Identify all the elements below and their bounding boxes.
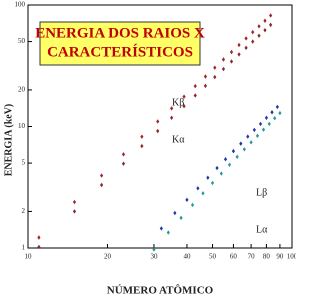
data-point [179, 215, 183, 221]
data-point [257, 33, 261, 38]
data-point [140, 143, 144, 149]
data-point [156, 119, 160, 124]
data-point [229, 49, 234, 55]
data-point [72, 199, 77, 205]
y-tick-label: 100 [15, 1, 26, 9]
data-point [275, 104, 279, 110]
data-point [242, 147, 246, 152]
data-point [244, 45, 248, 51]
x-tick-label: 50 [209, 253, 217, 261]
x-tick-label: 90 [276, 253, 284, 261]
chart-title: ENERGIA DOS RAIOS X [35, 25, 205, 41]
data-point [182, 103, 186, 109]
data-point [140, 134, 144, 139]
data-point [235, 154, 239, 160]
data-point [255, 133, 260, 139]
data-point [237, 42, 241, 48]
data-point [269, 13, 273, 18]
data-point [229, 59, 234, 64]
data-point [263, 27, 267, 33]
x-axis-label: NÚMERO ATÔMICO [107, 284, 214, 297]
data-point [244, 36, 248, 41]
series-label: Lα [256, 224, 268, 235]
y-tick-label: 5 [22, 159, 26, 167]
data-point [258, 121, 263, 127]
data-point [219, 171, 223, 176]
data-point [121, 152, 126, 157]
data-point [231, 148, 236, 154]
x-tick-label: 40 [183, 253, 191, 261]
x-tick-label: 70 [248, 253, 256, 261]
x-tick-label: 60 [230, 253, 238, 261]
series-label: Kβ [172, 97, 184, 108]
data-point [156, 128, 160, 134]
data-point [170, 115, 174, 120]
data-point [251, 29, 255, 35]
data-point [237, 52, 241, 57]
data-point [249, 140, 253, 145]
data-point [159, 226, 163, 231]
data-point [121, 161, 126, 166]
x-tick-label: 20 [104, 253, 112, 261]
data-point [152, 247, 156, 252]
data-point [99, 173, 104, 178]
data-point [196, 186, 200, 191]
data-point [203, 83, 208, 89]
data-point [213, 74, 217, 80]
x-tick-label: 10 [25, 253, 33, 261]
data-point [37, 244, 41, 250]
data-point [267, 121, 271, 127]
title-box [39, 21, 201, 66]
data-point [213, 65, 217, 70]
data-point [37, 235, 41, 240]
data-point [201, 191, 205, 196]
data-point [261, 127, 266, 132]
data-point [193, 93, 197, 98]
x-tick-label: 30 [150, 253, 158, 261]
series-label: Lβ [256, 187, 267, 198]
data-point [257, 24, 261, 29]
y-tick-label: 50 [18, 37, 26, 45]
series-label: Kα [172, 134, 185, 145]
y-tick-label: 20 [18, 86, 26, 94]
data-point [166, 230, 170, 235]
data-point [251, 39, 255, 44]
data-point [221, 66, 226, 72]
data-point [246, 134, 250, 139]
data-point [99, 182, 104, 188]
data-point [264, 115, 269, 120]
data-point [263, 18, 267, 23]
data-point [72, 209, 77, 214]
chart-title: CARACTERÍSTICOS [47, 43, 193, 60]
data-point [252, 127, 256, 133]
y-tick-label: 1 [22, 244, 26, 252]
data-point [221, 57, 226, 62]
data-point [269, 22, 273, 28]
data-point [215, 165, 219, 171]
x-tick-label: 100 [287, 253, 296, 261]
data-point [239, 141, 243, 146]
y-tick-label: 10 [18, 122, 26, 130]
x-tick-label: 80 [263, 253, 271, 261]
data-point [182, 94, 186, 99]
data-point [206, 175, 210, 180]
data-point [270, 110, 274, 115]
data-point [203, 74, 208, 79]
data-point [170, 106, 174, 111]
data-point [227, 162, 232, 167]
data-point [190, 202, 195, 208]
data-point [173, 210, 177, 216]
data-point [278, 110, 282, 116]
data-point [273, 116, 277, 121]
y-axis-label: ENERGIA (keV) [3, 104, 14, 177]
data-point [210, 180, 215, 186]
data-point [223, 157, 228, 162]
data-point [185, 197, 189, 203]
data-point [193, 83, 197, 89]
chart: ENERGIA DOS RAIOS X CARACTERÍSTICOS NÚME… [3, 1, 296, 297]
y-tick-label: 2 [22, 207, 26, 215]
